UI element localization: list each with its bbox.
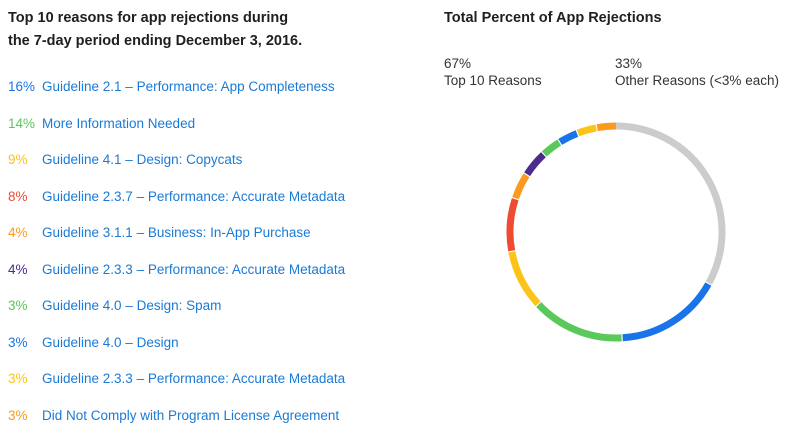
reason-percent: 3% [8, 298, 28, 313]
reason-label: Guideline 4.0 – Design [42, 334, 179, 350]
donut-slice [576, 124, 597, 137]
reason-item: 3% Guideline 4.0 – Design: Spam [8, 296, 221, 316]
reason-percent: 8% [8, 188, 28, 204]
reason-percent: 4% [8, 225, 28, 240]
reason-item: 3% Guideline 2.3.3 – Performance: Accurat… [8, 369, 345, 389]
reason-percent: 3% [8, 407, 28, 423]
donut-slice [536, 302, 622, 342]
donut-slice [622, 282, 712, 342]
rejections-donut-chart [506, 122, 726, 342]
reason-item: 4% Guideline 3.1.1 – Business: In-App Pur… [8, 223, 311, 243]
reason-item: 3% Did Not Comply with Program License Ag… [8, 406, 339, 426]
reason-label: More Information Needed [42, 115, 196, 131]
chart-title: Total Percent of App Rejections [444, 10, 662, 26]
reasons-title: Top 10 reasons for app rejections during… [8, 7, 388, 53]
top-reasons-label: Top 10 Reasons [444, 73, 542, 88]
reason-label: Guideline 4.0 – Design: Spam [42, 298, 222, 313]
donut-slice [596, 122, 617, 132]
donut-slice [508, 251, 541, 307]
other-reasons-label: Other Reasons (<3% each) [615, 73, 779, 88]
reason-item: 8% Guideline 2.3.7 – Performance: Accurat… [8, 187, 345, 207]
reason-label: Did Not Comply with Program License Agre… [42, 407, 340, 423]
reason-percent: 4% [8, 261, 28, 277]
reason-percent: 3% [8, 371, 28, 386]
donut-slice [541, 139, 562, 157]
reasons-title-line-2: the 7-day period ending December 3, 2016… [8, 33, 303, 49]
reason-item: 4% Guideline 2.3.3 – Performance: Accurat… [8, 260, 345, 280]
reason-label: Guideline 2.3.3 – Performance: Accurate … [42, 261, 346, 277]
donut-slice [524, 152, 546, 177]
reason-item: 14% More Information Needed [8, 114, 195, 134]
reason-item: 9% Guideline 4.1 – Design: Copycats [8, 150, 242, 170]
reason-label: Guideline 2.3.7 – Performance: Accurate … [42, 188, 346, 204]
reason-percent: 3% [8, 334, 28, 350]
reason-item: 16% Guideline 2.1 – Performance: App Comp… [8, 77, 335, 97]
donut-slice-other [615, 122, 726, 285]
reason-label: Guideline 2.1 – Performance: App Complet… [42, 79, 335, 94]
reason-label: Guideline 4.1 – Design: Copycats [42, 152, 243, 167]
other-reasons-stat: 33% Other Reasons (<3% each) [615, 55, 779, 89]
donut-slice [558, 130, 579, 145]
reasons-title-line-1: Top 10 reasons for app rejections during [8, 10, 289, 26]
other-reasons-pct: 33% [615, 56, 643, 71]
reason-label: Guideline 3.1.1 – Business: In-App Purch… [42, 225, 311, 240]
reason-percent: 14% [8, 115, 36, 131]
reason-percent: 16% [8, 79, 36, 94]
donut-slice [506, 198, 519, 252]
reason-percent: 9% [8, 152, 28, 167]
donut-slice [512, 173, 530, 200]
top-reasons-stat: 67% Top 10 Reasons [444, 55, 542, 89]
top-reasons-pct: 67% [444, 56, 472, 71]
reason-label: Guideline 2.3.3 – Performance: Accurate … [42, 371, 346, 386]
reason-item: 3% Guideline 4.0 – Design [8, 333, 179, 353]
